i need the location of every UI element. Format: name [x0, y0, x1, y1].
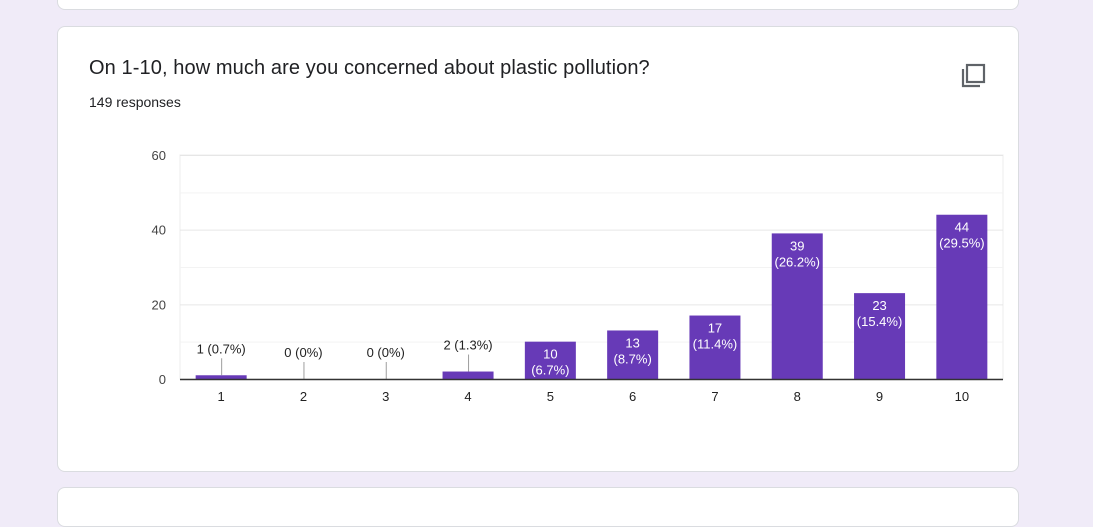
data-label: 44: [955, 220, 969, 235]
x-tick-label: 3: [382, 389, 389, 404]
data-label: (26.2%): [774, 254, 820, 269]
bar: [771, 233, 823, 379]
x-tick-label: 7: [711, 389, 718, 404]
bar: [195, 375, 247, 379]
data-label: 0 (0%): [284, 345, 322, 360]
bar: [607, 330, 659, 379]
bar: [854, 293, 906, 379]
data-label: 2 (1.3%): [443, 338, 492, 353]
x-tick-label: 4: [464, 389, 471, 404]
x-tick-label: 10: [955, 389, 969, 404]
copy-chart-button[interactable]: [954, 55, 994, 95]
response-count: 149 responses: [89, 94, 181, 110]
x-tick-label: 1: [218, 389, 225, 404]
data-label: 17: [708, 321, 722, 336]
data-label: 0 (0%): [367, 345, 405, 360]
data-label: (11.4%): [693, 337, 738, 352]
data-label: 10: [543, 347, 557, 362]
bar-chart: 0 20 40 60 1 1 (0.7%) 2 0 (0%) 3 0 (0%) 4 2 (1.3%) 5…: [152, 148, 1004, 404]
bar: [936, 214, 988, 379]
bar: [689, 315, 741, 379]
x-tick-label: 5: [547, 389, 554, 404]
question-title: On 1-10, how much are you concerned abou…: [89, 57, 650, 79]
x-tick-label: 8: [794, 389, 801, 404]
x-tick-label: 9: [876, 389, 883, 404]
y-tick-label: 0: [159, 372, 166, 387]
y-tick-label: 20: [152, 297, 166, 312]
x-tick-label: 6: [629, 389, 636, 404]
copy-icon: [961, 63, 986, 88]
y-tick-label: 40: [152, 223, 166, 238]
data-label: (15.4%): [857, 314, 903, 329]
data-label: 13: [625, 335, 639, 350]
bar: [524, 341, 576, 379]
x-tick-label: 2: [300, 389, 307, 404]
data-label: (29.5%): [939, 236, 985, 251]
data-label: 39: [790, 238, 804, 253]
data-label: 1 (0.7%): [197, 341, 246, 356]
y-tick-label: 60: [152, 148, 166, 163]
question-summary-card: On 1-10, how much are you concerned abou…: [57, 26, 1019, 472]
bar: [442, 371, 494, 379]
data-label: 23: [872, 298, 886, 313]
data-label: (6.7%): [531, 363, 569, 378]
data-label: (8.7%): [614, 351, 652, 366]
